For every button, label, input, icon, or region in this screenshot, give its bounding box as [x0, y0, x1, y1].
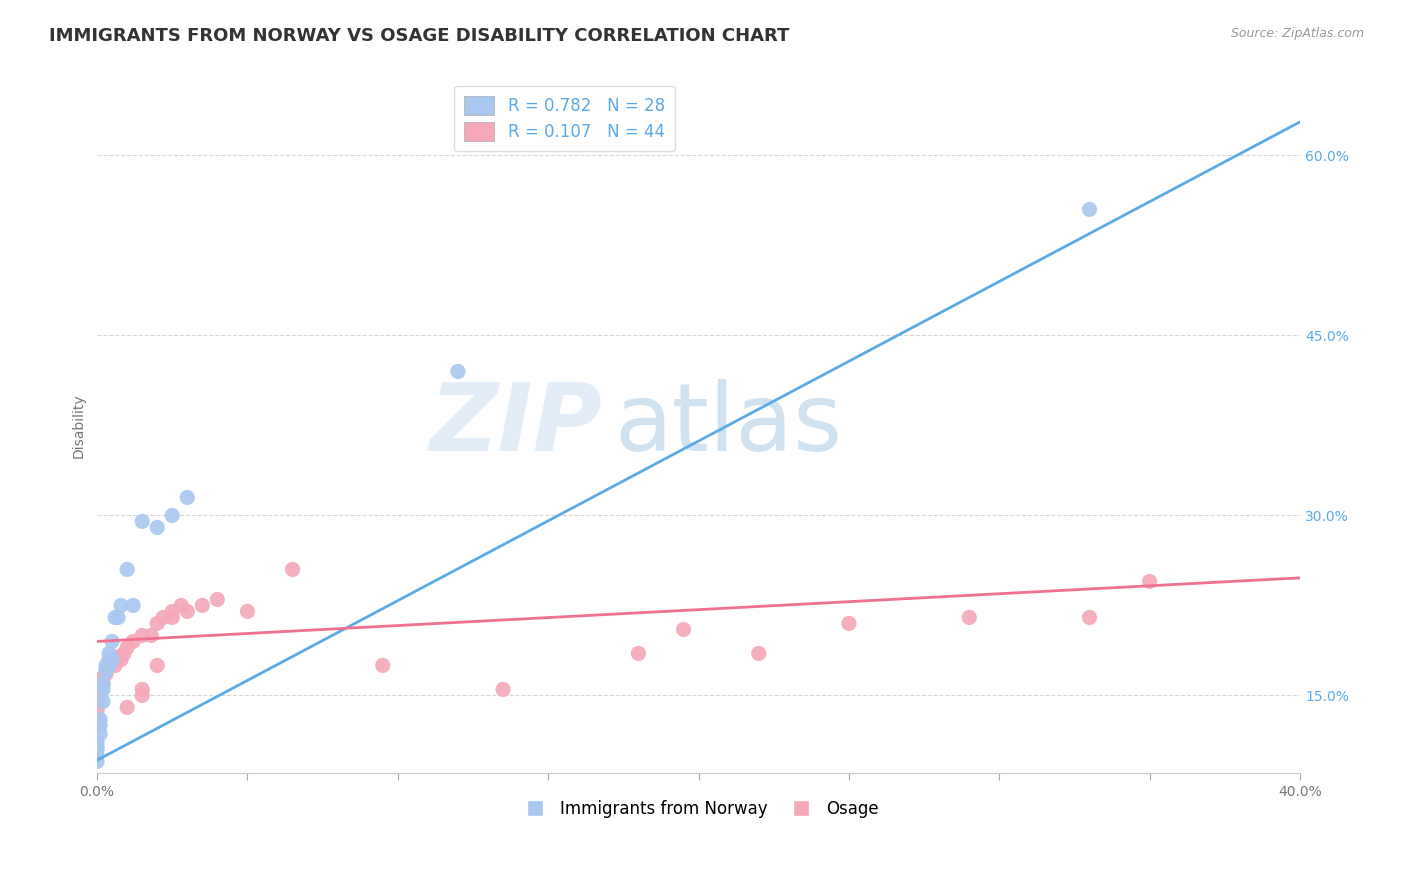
Point [141, 628, 163, 642]
Point [122, 634, 145, 648]
Point [162, 508, 184, 523]
Point [101, 634, 124, 648]
Point [748, 647, 770, 661]
Point [98, 652, 121, 666]
Point [1139, 574, 1161, 589]
Point [1078, 610, 1101, 624]
Point [170, 599, 193, 613]
Point [89, 727, 111, 741]
Point [89, 676, 111, 690]
Point [115, 700, 138, 714]
Y-axis label: Disability: Disability [72, 393, 86, 458]
Point [104, 658, 127, 673]
Point [94, 662, 117, 676]
Point [91, 694, 114, 708]
Point [371, 658, 394, 673]
Point [176, 491, 198, 505]
Point [115, 640, 138, 655]
Point [110, 652, 132, 666]
Point [86, 689, 108, 703]
Point [492, 682, 515, 697]
Point [162, 604, 184, 618]
Point [98, 647, 121, 661]
Point [86, 694, 108, 708]
Point [672, 623, 695, 637]
Point [627, 647, 650, 661]
Point [91, 670, 114, 684]
Point [236, 604, 259, 618]
Text: Source: ZipAtlas.com: Source: ZipAtlas.com [1230, 27, 1364, 40]
Point [131, 628, 153, 642]
Point [89, 718, 111, 732]
Point [146, 658, 169, 673]
Point [281, 562, 304, 576]
Point [98, 658, 121, 673]
Point [447, 364, 470, 378]
Point [131, 689, 153, 703]
Legend: Immigrants from Norway, Osage: Immigrants from Norway, Osage [512, 793, 886, 824]
Point [101, 652, 124, 666]
Point [94, 658, 117, 673]
Text: IMMIGRANTS FROM NORWAY VS OSAGE DISABILITY CORRELATION CHART: IMMIGRANTS FROM NORWAY VS OSAGE DISABILI… [49, 27, 790, 45]
Point [131, 682, 153, 697]
Point [162, 610, 184, 624]
Point [94, 666, 117, 681]
Point [110, 599, 132, 613]
Point [91, 682, 114, 697]
Point [107, 610, 129, 624]
Point [207, 592, 229, 607]
Point [101, 655, 124, 669]
Point [122, 599, 145, 613]
Point [115, 562, 138, 576]
Point [91, 676, 114, 690]
Point [86, 748, 108, 763]
Point [1078, 202, 1101, 217]
Point [146, 520, 169, 534]
Point [89, 713, 111, 727]
Point [957, 610, 980, 624]
Point [86, 739, 108, 753]
Point [94, 665, 117, 679]
Point [131, 515, 153, 529]
Point [86, 742, 108, 756]
Point [104, 610, 127, 624]
Point [838, 616, 860, 631]
Text: atlas: atlas [614, 379, 842, 472]
Point [91, 676, 114, 690]
Point [86, 734, 108, 748]
Point [107, 650, 129, 665]
Point [86, 713, 108, 727]
Point [86, 703, 108, 717]
Point [86, 755, 108, 769]
Point [98, 658, 121, 673]
Point [89, 682, 111, 697]
Point [152, 610, 174, 624]
Point [146, 616, 169, 631]
Point [191, 599, 214, 613]
Text: ZIP: ZIP [429, 379, 602, 472]
Point [112, 647, 135, 661]
Point [176, 604, 198, 618]
